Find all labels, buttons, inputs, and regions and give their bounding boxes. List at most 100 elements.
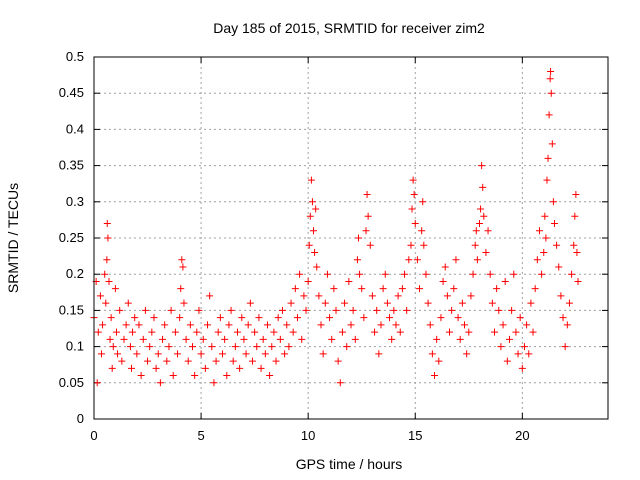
- data-point: [547, 67, 555, 75]
- data-point: [223, 372, 231, 380]
- data-point: [101, 270, 109, 278]
- data-point: [248, 357, 256, 365]
- data-point: [476, 220, 483, 228]
- data-point: [231, 343, 239, 351]
- data-point: [124, 299, 132, 307]
- data-point: [144, 357, 152, 365]
- data-point: [351, 335, 359, 343]
- data-point: [281, 350, 289, 358]
- data-point: [169, 372, 177, 380]
- data-point: [174, 350, 182, 358]
- data-point: [163, 357, 171, 365]
- plot-frame: [93, 56, 609, 420]
- data-point: [108, 364, 116, 372]
- data-point: [118, 357, 126, 365]
- axis-ticks: 0 0.05 0.1 0.15 0.2 0.25 0.3 0.35 0.4 0.45 0.5 0 5 10…: [59, 49, 608, 443]
- data-point: [407, 241, 415, 249]
- data-point: [116, 306, 124, 314]
- data-point: [458, 299, 466, 307]
- data-point: [456, 335, 464, 343]
- data-point: [154, 350, 162, 358]
- data-point: [308, 198, 316, 206]
- data-point: [523, 321, 531, 329]
- grid-lines: [94, 57, 608, 419]
- data-point: [545, 111, 553, 119]
- data-point: [356, 270, 364, 278]
- data-point: [263, 321, 271, 329]
- data-point: [103, 220, 111, 228]
- data-point: [321, 299, 329, 307]
- data-point: [542, 234, 550, 242]
- data-point: [109, 343, 117, 351]
- data-point: [306, 212, 314, 220]
- data-point: [199, 335, 207, 343]
- data-point: [493, 285, 501, 293]
- data-point: [418, 227, 426, 235]
- data-point: [354, 234, 362, 242]
- data-point: [313, 263, 321, 271]
- data-point: [225, 321, 233, 329]
- data-point: [242, 350, 250, 358]
- y-tick-label: 0.2: [66, 266, 84, 281]
- data-point: [336, 379, 344, 387]
- data-point: [358, 285, 366, 293]
- data-point: [503, 357, 511, 365]
- data-point: [520, 343, 528, 351]
- data-point: [392, 321, 400, 329]
- y-tick-label: 0.45: [59, 85, 84, 100]
- data-point: [137, 372, 145, 380]
- data-point: [471, 241, 479, 249]
- y-tick-label: 0.25: [59, 230, 84, 245]
- data-point: [129, 328, 137, 336]
- chart-title: Day 185 of 2015, SRMTID for receiver zim…: [213, 20, 485, 36]
- data-point: [283, 321, 291, 329]
- data-point: [127, 364, 135, 372]
- data-point: [527, 299, 535, 307]
- data-point: [197, 350, 205, 358]
- data-point: [413, 256, 421, 264]
- data-point: [257, 364, 265, 372]
- data-point: [433, 335, 441, 343]
- data-point: [317, 321, 325, 329]
- data-point: [276, 335, 284, 343]
- data-point: [375, 350, 383, 358]
- data-point: [296, 270, 304, 278]
- data-point: [302, 306, 310, 314]
- data-point: [543, 176, 551, 184]
- data-point: [293, 314, 301, 322]
- data-point: [176, 314, 184, 322]
- data-point: [141, 306, 149, 314]
- data-point: [419, 198, 427, 206]
- y-tick-label: 0.35: [59, 158, 84, 173]
- x-axis-label: GPS time / hours: [296, 456, 403, 472]
- data-point: [238, 314, 246, 322]
- data-point: [437, 314, 445, 322]
- x-tick-label: 10: [301, 428, 315, 443]
- data-point: [446, 328, 454, 336]
- data-point: [461, 321, 469, 329]
- data-point: [529, 328, 537, 336]
- data-point: [178, 256, 186, 264]
- data-point: [120, 335, 128, 343]
- data-point: [448, 306, 456, 314]
- data-point: [371, 328, 379, 336]
- data-point: [510, 270, 518, 278]
- data-point: [191, 372, 199, 380]
- data-point: [548, 140, 556, 148]
- data-point: [177, 285, 185, 293]
- data-point: [495, 306, 503, 314]
- data-point: [347, 321, 355, 329]
- data-point: [366, 241, 374, 249]
- data-point: [146, 343, 154, 351]
- data-point: [289, 328, 297, 336]
- data-point: [312, 205, 320, 213]
- data-point: [165, 343, 173, 351]
- data-point: [499, 321, 507, 329]
- data-point: [508, 306, 516, 314]
- data-point: [349, 306, 357, 314]
- data-point: [210, 379, 218, 387]
- data-point: [182, 335, 190, 343]
- x-tick-label: 15: [408, 428, 422, 443]
- data-point: [353, 256, 361, 264]
- data-point: [398, 285, 406, 293]
